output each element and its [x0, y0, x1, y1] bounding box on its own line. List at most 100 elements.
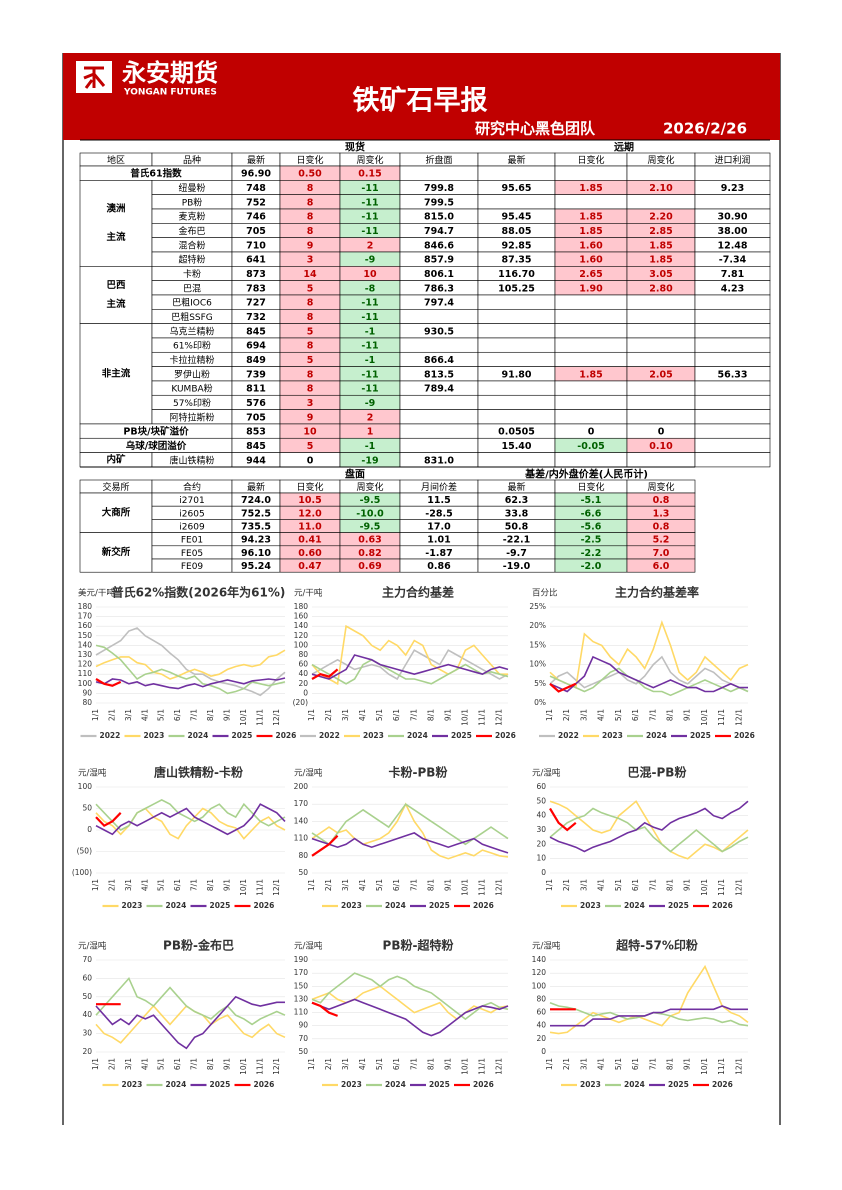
cell-value: -8 [365, 283, 376, 294]
x-tick-label: 2/1 [107, 1058, 116, 1070]
cell-value: 1.85 [649, 255, 672, 266]
legend-label: 2026 [254, 901, 275, 910]
legend-label: 2024 [385, 1080, 406, 1089]
report-date: 2026/2/26 [663, 120, 747, 138]
column-header: 合约 [183, 481, 201, 493]
y-tick-label: 0 [303, 688, 308, 697]
column-header: 周变化 [356, 154, 383, 166]
y-tick-label: 120 [532, 968, 547, 977]
series-line [95, 995, 285, 1050]
row-name: 纽曼粉 [178, 182, 205, 194]
cell-value: 4.23 [721, 283, 744, 294]
x-tick-label: 5/1 [375, 879, 384, 891]
table-cell [477, 394, 556, 410]
cell-value: 7.0 [653, 548, 670, 559]
y-tick-label: 110 [294, 1008, 309, 1017]
legend-label: 2022 [558, 731, 579, 740]
cell-value: 30.90 [717, 212, 747, 223]
x-tick-label: 4/1 [597, 1058, 606, 1070]
x-tick-label: 11/1 [255, 1058, 264, 1075]
region-label: 新交所 [102, 546, 131, 558]
y-tick-label: 20 [536, 839, 546, 848]
x-tick-label: 12/1 [734, 1058, 743, 1075]
row-name: KUMBA粉 [171, 383, 212, 395]
report-title: 铁矿石早报 [353, 85, 488, 117]
cell-value: 752.5 [241, 508, 271, 519]
table-section-title: 盘面 [345, 468, 365, 481]
y-tick-label: 190 [294, 955, 309, 964]
x-tick-label: 3/1 [579, 1058, 588, 1070]
y-tick-label: 60 [82, 973, 92, 982]
row-name: 巴粗SSFG [171, 311, 213, 323]
series-line [549, 800, 749, 853]
cell-value: -11 [361, 183, 378, 194]
cell-value: 1.01 [427, 535, 450, 546]
chart-unit: 元/湿吨 [78, 768, 107, 779]
y-tick-label: 160 [78, 621, 93, 630]
series-line [311, 649, 509, 681]
row-name: 阿特拉斯粉 [169, 411, 214, 423]
y-tick-label: 50 [82, 992, 92, 1001]
x-tick-label: 10/1 [460, 1058, 469, 1075]
cell-value: 8 [307, 384, 314, 395]
x-tick-label: 8/1 [206, 1058, 215, 1070]
table-cell [694, 337, 771, 353]
row-name: i2609 [179, 523, 205, 533]
table-cell [477, 294, 556, 310]
x-tick-label: 1/1 [91, 879, 100, 891]
y-tick-label: 40 [82, 1010, 92, 1019]
cell-value: 0.15 [358, 169, 381, 180]
x-tick-label: 3/1 [341, 879, 350, 891]
cell-value: 2.65 [579, 269, 602, 280]
y-tick-label: 60 [536, 782, 546, 791]
x-tick-label: 9/1 [683, 709, 692, 721]
table-section-title: 基差/内外盘价差(人民币计) [524, 468, 648, 481]
legend-label: 2024 [188, 731, 209, 740]
x-tick-label: 6/1 [173, 1058, 182, 1070]
x-tick-label: 9/1 [443, 709, 452, 721]
table-cell [399, 394, 479, 410]
header-band [63, 53, 780, 140]
cell-value: 0.10 [649, 441, 673, 452]
legend-label: 2025 [210, 1080, 231, 1089]
legend-label: 2023 [580, 1080, 601, 1089]
x-tick-label: 2/1 [324, 1058, 333, 1070]
row-name: 卡粉 [183, 268, 201, 280]
cell-value: 62.3 [505, 495, 528, 506]
region-label: 大商所 [102, 506, 131, 518]
cell-value: 38.00 [717, 226, 747, 237]
row-name: PB粉 [182, 196, 203, 208]
cell-value: 0.86 [427, 561, 451, 572]
chart-title: 主力合约基差率 [615, 585, 699, 600]
y-tick-label: 60 [298, 660, 308, 669]
cell-value: 1.90 [579, 283, 603, 294]
cell-value: 944 [246, 455, 266, 466]
y-tick-label: 170 [78, 612, 93, 621]
x-tick-label: 10/1 [239, 879, 248, 896]
x-tick-label: 7/1 [190, 1058, 199, 1070]
series-line [311, 668, 339, 680]
x-tick-label: 2/1 [324, 879, 333, 891]
x-tick-label: 10/1 [460, 709, 469, 726]
cell-value: -1 [365, 441, 376, 452]
cell-value: -11 [361, 384, 378, 395]
legend-label: 2024 [624, 901, 645, 910]
series-line [549, 655, 749, 693]
column-header: 最新 [507, 154, 525, 166]
series-line [549, 807, 749, 853]
y-tick-label: 15% [529, 640, 546, 649]
row-name: i2605 [179, 509, 204, 519]
x-tick-label: 8/1 [426, 709, 435, 721]
chart-title: 主力合约基差 [382, 585, 454, 600]
cell-value: 705 [246, 226, 266, 237]
cell-value: 866.4 [424, 355, 454, 366]
chart-unit: 元/湿吨 [294, 941, 323, 952]
table-cell [477, 165, 556, 181]
x-tick-label: 9/1 [443, 1058, 452, 1070]
cell-value: 50.8 [505, 522, 529, 533]
row-name: i2701 [179, 496, 204, 506]
row-name: 混合粉 [178, 239, 205, 251]
cell-value: 2 [367, 412, 374, 423]
column-header: 最新 [247, 481, 265, 493]
chart-title: 超特-57%印粉 [615, 938, 698, 953]
